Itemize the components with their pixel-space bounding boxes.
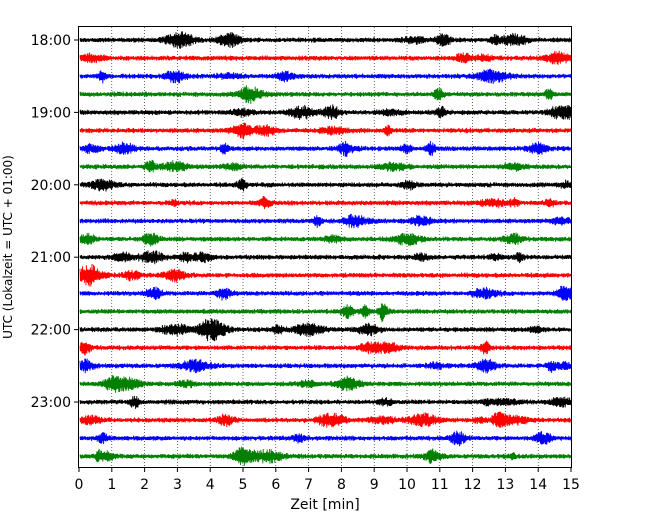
seismic-trace (79, 285, 572, 301)
y-axis-ticks: 18:00 19:00 20:00 21:00 22:00 23:00 (31, 33, 79, 411)
seismic-trace (79, 250, 572, 265)
plot-frame (78, 26, 572, 468)
seismic-trace (79, 318, 572, 342)
y-axis-title: UTC (Lokalzeit = UTC + 01:00) (1, 155, 15, 339)
seismic-trace (79, 411, 572, 428)
x-tick-label: 5 (239, 477, 248, 493)
x-tick-label: 3 (173, 477, 182, 493)
y-tick-label: 22:00 (31, 323, 71, 339)
vertical-grid (111, 27, 539, 467)
seismic-trace (79, 232, 572, 247)
y-tick-label: 18:00 (31, 33, 71, 49)
seismic-trace (79, 213, 572, 229)
seismic-trace (79, 446, 572, 466)
x-tick-label: 6 (271, 477, 280, 493)
seismic-trace (79, 122, 572, 140)
seismic-traces (79, 31, 572, 466)
x-axis-title: Zeit [min] (290, 497, 359, 513)
x-tick-label: 0 (75, 477, 84, 493)
x-tick-label: 1 (107, 477, 116, 493)
seismic-trace (79, 178, 572, 192)
seismic-trace (79, 104, 572, 120)
seismic-trace (79, 303, 572, 323)
x-tick-label: 8 (337, 477, 346, 493)
x-tick-label: 9 (370, 477, 379, 493)
seismic-trace (79, 159, 572, 173)
x-tick-label: 10 (398, 477, 416, 493)
seismic-trace (79, 395, 572, 409)
y-tick-label: 20:00 (31, 178, 71, 194)
seismic-trace (79, 31, 572, 49)
x-tick-label: 7 (304, 477, 313, 493)
y-tick-label: 19:00 (31, 105, 71, 121)
x-tick-label: 4 (206, 477, 215, 493)
y-tick-label: 23:00 (31, 395, 71, 411)
seismic-trace (79, 195, 572, 210)
seismic-trace (79, 263, 572, 287)
seismic-trace (79, 374, 572, 393)
x-tick-label: 14 (529, 477, 547, 493)
x-tick-label: 13 (496, 477, 514, 493)
seismic-trace (79, 85, 572, 105)
y-tick-label: 21:00 (31, 250, 71, 266)
seismic-trace (79, 340, 572, 356)
seismic-trace (79, 50, 572, 65)
x-tick-label: 15 (562, 477, 580, 493)
seismic-trace (79, 140, 572, 158)
x-tick-label: 12 (464, 477, 482, 493)
seismic-trace (79, 68, 572, 84)
x-tick-label: 11 (431, 477, 449, 493)
x-tick-label: 2 (140, 477, 149, 493)
x-axis-ticks: 0 1 2 3 4 5 6 7 8 9 10 11 12 13 14 15 (75, 467, 580, 493)
seismic-trace (79, 358, 572, 374)
seismic-trace (79, 430, 572, 447)
